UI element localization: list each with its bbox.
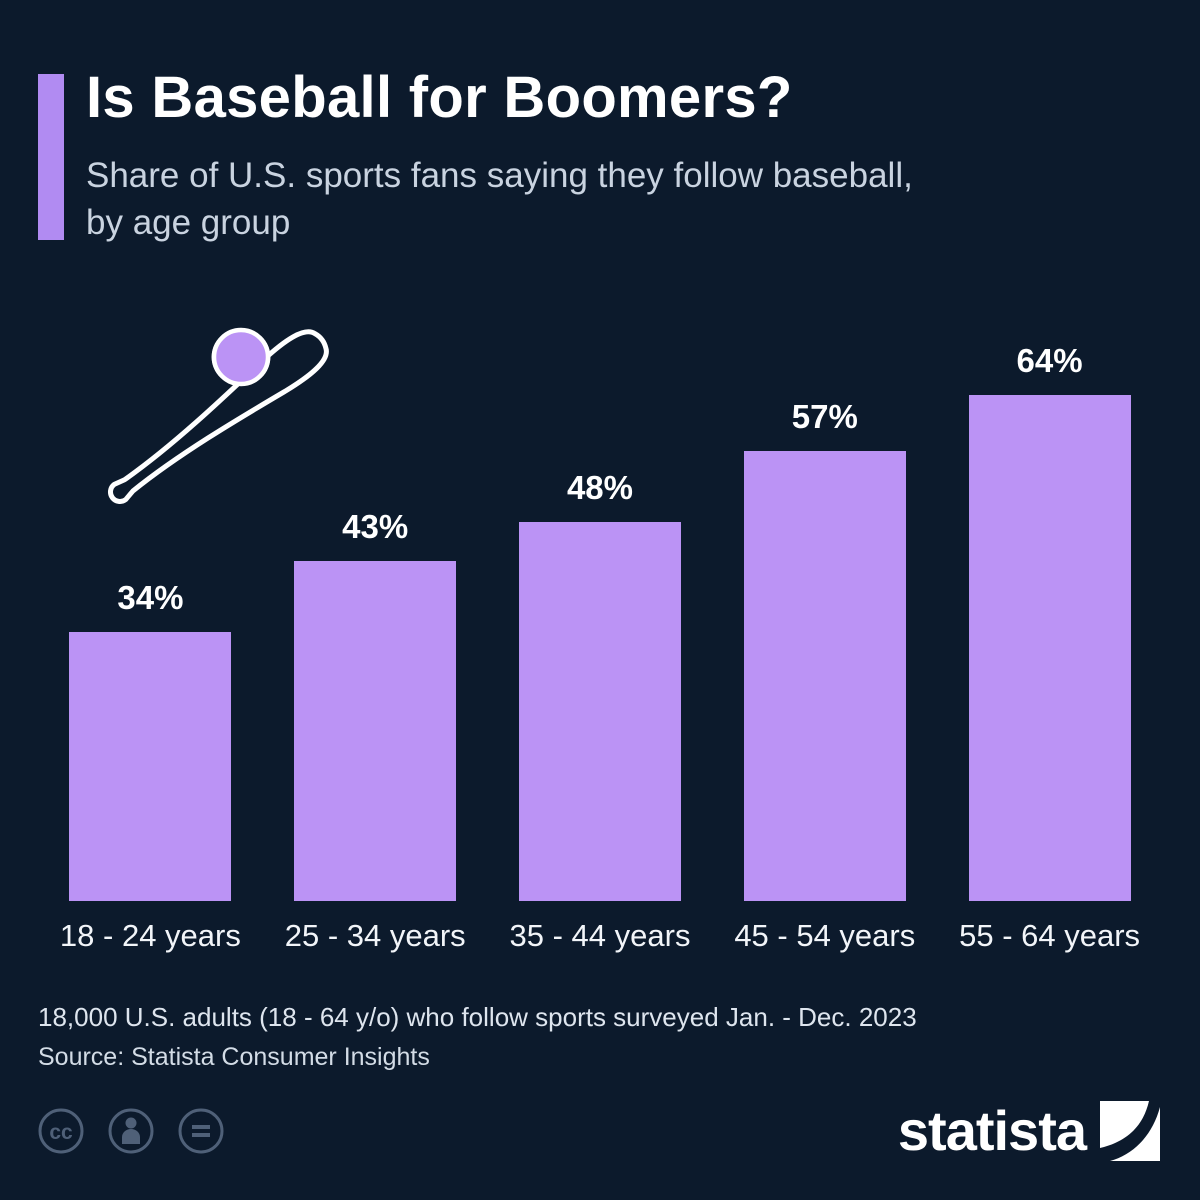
license-badges: cc: [36, 1106, 226, 1156]
bar: [968, 395, 1131, 901]
bar-column: 48% 35 - 44 years: [488, 469, 713, 954]
source-line: Source: Statista Consumer Insights: [38, 1043, 430, 1071]
bar-category-label: 35 - 44 years: [509, 918, 691, 953]
cc-icon: cc: [38, 1108, 84, 1154]
bar-category-label: 25 - 34 years: [284, 918, 466, 953]
subtitle-line-1: Share of U.S. sports fans saying they fo…: [86, 156, 913, 195]
no-derivatives-icon: [178, 1108, 224, 1154]
header: Is Baseball for Boomers? Share of U.S. s…: [86, 64, 913, 247]
bar-column: 34% 18 - 24 years: [38, 579, 263, 954]
baseball-bat-ball-icon: [108, 327, 329, 504]
bar-column: 57% 45 - 54 years: [712, 398, 937, 954]
footnote: 18,000 U.S. adults (18 - 64 y/o) who fol…: [38, 1002, 917, 1032]
subtitle-line-2: by age group: [86, 202, 291, 242]
bar-category-label: 45 - 54 years: [734, 918, 916, 953]
bar: [294, 561, 457, 901]
page-subtitle: Share of U.S. sports fans saying they fo…: [86, 153, 913, 247]
bar-category-label: 55 - 64 years: [959, 918, 1141, 953]
bar-value-label: 34%: [117, 579, 184, 616]
bar-chart: 34% 18 - 24 years 43% 25 - 34 years 48% 35 - …: [38, 342, 1162, 954]
attribution-person-icon: [108, 1108, 154, 1154]
bar-value-label: 43%: [342, 508, 409, 545]
statista-wordmark: statista: [897, 1099, 1087, 1162]
bar-column: 43% 25 - 34 years: [263, 508, 488, 954]
statista-logo: statista: [898, 1098, 1160, 1163]
page-title: Is Baseball for Boomers?: [86, 65, 793, 130]
bar-value-label: 57%: [791, 398, 858, 435]
svg-text:cc: cc: [49, 1121, 73, 1144]
bar-value-label: 48%: [566, 469, 634, 506]
bar-value-label: 64%: [1016, 342, 1083, 379]
statista-logo-mark: [1100, 1100, 1160, 1161]
title-accent-bar: [38, 74, 64, 240]
bar: [69, 632, 232, 901]
bar: [518, 522, 681, 901]
bar-column: 64% 55 - 64 years: [937, 342, 1162, 954]
bar-category-label: 18 - 24 years: [59, 918, 241, 953]
bar: [743, 451, 906, 901]
